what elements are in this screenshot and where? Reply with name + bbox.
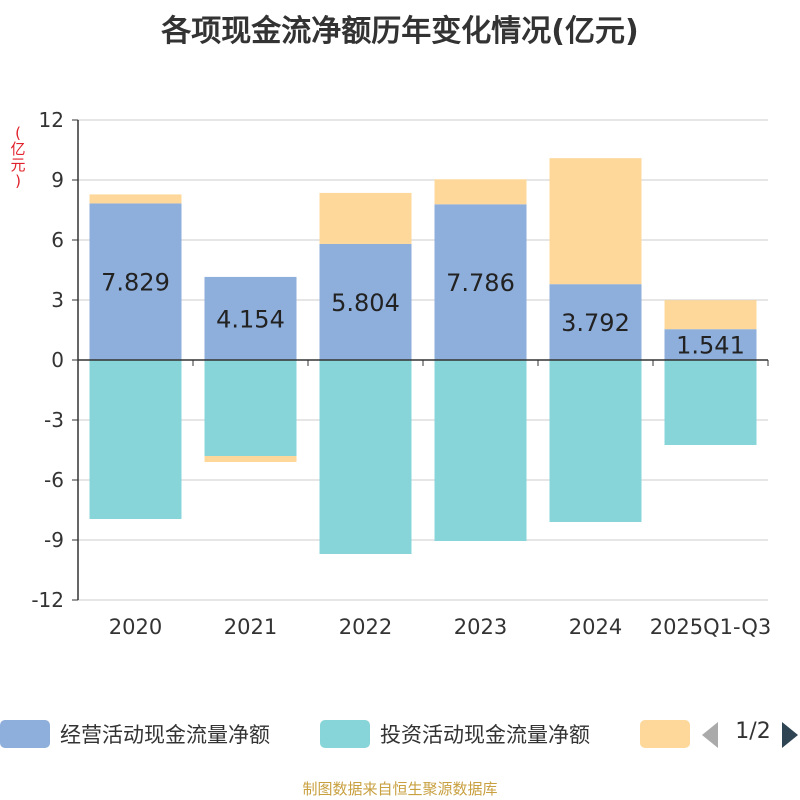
y-tick-label--3: -3: [44, 408, 64, 432]
x-category-label-2025Q1-Q3: 2025Q1-Q3: [650, 615, 772, 639]
y-tick-label-3: 3: [51, 288, 64, 312]
bar-series2-2022: [319, 192, 412, 244]
bar-series0-2024: [549, 284, 642, 360]
bar-series1-2024: [549, 360, 642, 522]
legend-item-operating[interactable]: 经营活动现金流量净额: [0, 716, 270, 752]
y-tick-label-6: 6: [51, 228, 64, 252]
data-label-2025Q1-Q3: 1.541: [676, 332, 745, 360]
data-label-2023: 7.786: [446, 269, 515, 297]
y-tick-label--9: -9: [44, 528, 64, 552]
x-category-label-2024: 2024: [569, 615, 622, 639]
data-label-2024: 3.792: [561, 309, 630, 337]
y-tick-label--12: -12: [31, 588, 64, 612]
y-axis-unit-label: (亿元): [10, 124, 26, 190]
bar-series0-2023: [434, 204, 527, 360]
bar-series2-2024: [549, 158, 642, 285]
data-label-2022: 5.804: [331, 289, 400, 317]
bar-series1-2023: [434, 360, 527, 541]
bar-series1-2020: [89, 360, 182, 519]
legend-swatch-operating: [0, 720, 50, 748]
x-category-label-2021: 2021: [224, 615, 277, 639]
legend-item-financing[interactable]: [640, 716, 690, 752]
bar-series0-2020: [89, 203, 182, 360]
legend-prev-icon[interactable]: [702, 722, 718, 748]
bar-series1-2021: [204, 360, 297, 456]
x-category-label-2020: 2020: [109, 615, 162, 639]
legend: 经营活动现金流量净额 投资活动现金流量净额: [0, 716, 800, 752]
bar-series0-2021: [204, 276, 297, 360]
y-tick-label-0: 0: [51, 348, 64, 372]
bar-series0-2022: [319, 243, 412, 360]
bar-series0-2025Q1-Q3: [664, 329, 757, 360]
legend-swatch-investing: [320, 720, 370, 748]
y-tick-label-9: 9: [51, 168, 64, 192]
bar-series1-2022: [319, 360, 412, 554]
bar-series2-2021: [204, 456, 297, 462]
legend-page-indicator: 1/2: [735, 719, 771, 744]
bar-series2-2025Q1-Q3: [664, 300, 757, 330]
bar-series2-2023: [434, 179, 527, 205]
data-source-note: 制图数据来自恒生聚源数据库: [302, 780, 498, 798]
legend-label-operating: 经营活动现金流量净额: [60, 723, 270, 747]
x-category-label-2023: 2023: [454, 615, 507, 639]
legend-swatch-financing: [640, 720, 690, 748]
y-tick-label--6: -6: [44, 468, 64, 492]
x-category-label-2022: 2022: [339, 615, 392, 639]
legend-next-icon[interactable]: [782, 722, 798, 748]
data-label-2020: 7.829: [101, 269, 170, 297]
bar-series2-2020: [89, 194, 182, 204]
y-tick-label-12: 12: [39, 108, 64, 132]
bar-series1-2025Q1-Q3: [664, 360, 757, 445]
data-label-2021: 4.154: [216, 305, 285, 333]
legend-item-investing[interactable]: 投资活动现金流量净额: [320, 716, 590, 752]
legend-label-investing: 投资活动现金流量净额: [380, 723, 590, 747]
chart-title: 各项现金流净额历年变化情况(亿元): [161, 14, 639, 49]
